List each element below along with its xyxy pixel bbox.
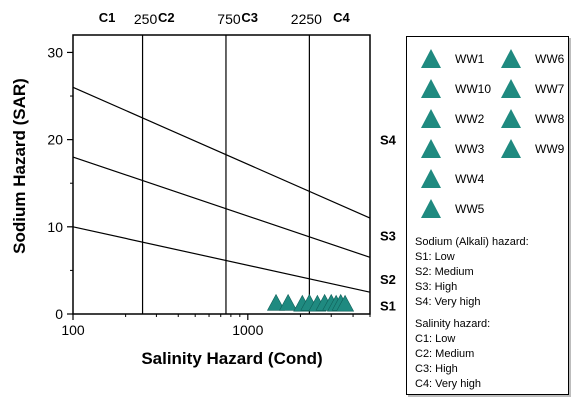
legend-item-label: WW1 bbox=[455, 52, 485, 66]
sodium-class-label: S2 bbox=[380, 272, 396, 287]
legend-item-label: WW3 bbox=[455, 142, 485, 156]
triangle-marker-icon bbox=[421, 49, 441, 68]
boundary-label: 750 bbox=[217, 11, 241, 27]
sodium-s3: S3: High bbox=[415, 281, 458, 293]
salinity-class-label: C4 bbox=[333, 10, 350, 25]
sodium-boundary-line bbox=[72, 226, 371, 293]
y-tick-label: 20 bbox=[47, 132, 63, 148]
triangle-marker-icon bbox=[421, 199, 441, 218]
y-tick-label: 0 bbox=[55, 306, 63, 322]
triangle-marker-icon bbox=[421, 79, 441, 98]
salinity-c2: C2: Medium bbox=[415, 348, 475, 360]
triangle-marker-icon bbox=[421, 109, 441, 128]
salinity-hazard-title: Salinity hazard: bbox=[415, 318, 491, 330]
legend-item-label: WW10 bbox=[455, 82, 491, 96]
x-axis-label: Salinity Hazard (Cond) bbox=[141, 349, 322, 368]
salinity-class-label: C2 bbox=[158, 10, 175, 25]
salinity-c4: C4: Very high bbox=[415, 378, 482, 390]
sodium-hazard-notes: Sodium (Alkali) hazard: S1: Low S2: Medi… bbox=[415, 235, 529, 310]
sodium-class-label: S3 bbox=[380, 229, 396, 244]
sodium-boundary-line bbox=[72, 86, 371, 219]
y-axis-label: Sodium Hazard (SAR) bbox=[10, 78, 29, 254]
sodium-class-label: S1 bbox=[380, 298, 396, 313]
triangle-marker-icon bbox=[501, 79, 521, 98]
salinity-c3: C3: High bbox=[415, 363, 458, 375]
legend-item-label: WW4 bbox=[455, 172, 485, 186]
sodium-boundary-line bbox=[72, 156, 371, 258]
salinity-hazard-notes: Salinity hazard: C1: Low C2: Medium C3: … bbox=[415, 317, 490, 392]
triangle-marker-icon bbox=[501, 49, 521, 68]
y-tick-label: 10 bbox=[47, 219, 63, 235]
salinity-class-label: C1 bbox=[99, 10, 116, 25]
x-tick-label: 1000 bbox=[232, 322, 263, 338]
boundary-label: 250 bbox=[134, 11, 158, 27]
salinity-c1: C1: Low bbox=[415, 333, 456, 345]
sodium-s1: S1: Low bbox=[415, 251, 455, 263]
y-tick-label: 30 bbox=[47, 44, 63, 60]
sodium-s4: S4: Very high bbox=[415, 296, 481, 308]
plot-frame bbox=[72, 34, 371, 315]
legend-item-label: WW7 bbox=[535, 82, 565, 96]
legend: WW1 WW10 WW2 WW3 WW4 WW5 WW6 WW7 WW8 WW9 Sodium (… bbox=[406, 36, 569, 395]
triangle-marker-icon bbox=[501, 139, 521, 158]
legend-item-label: WW5 bbox=[455, 202, 485, 216]
legend-item-label: WW9 bbox=[535, 142, 565, 156]
sodium-class-label: S4 bbox=[380, 133, 397, 148]
data-point-ww1 bbox=[266, 293, 286, 311]
boundary-label: 2250 bbox=[291, 11, 322, 27]
triangle-marker-icon bbox=[421, 169, 441, 188]
legend-item-label: WW2 bbox=[455, 112, 485, 126]
triangle-marker-icon bbox=[421, 139, 441, 158]
triangle-marker-icon bbox=[501, 109, 521, 128]
sodium-s2: S2: Medium bbox=[415, 266, 474, 278]
legend-item-label: WW8 bbox=[535, 112, 565, 126]
legend-item-label: WW6 bbox=[535, 52, 565, 66]
data-point-ww9 bbox=[336, 294, 355, 312]
data-point-ww10 bbox=[279, 293, 298, 311]
salinity-class-label: C3 bbox=[241, 10, 258, 25]
sodium-hazard-title: Sodium (Alkali) hazard: bbox=[415, 236, 529, 248]
x-tick-label: 100 bbox=[61, 322, 85, 338]
